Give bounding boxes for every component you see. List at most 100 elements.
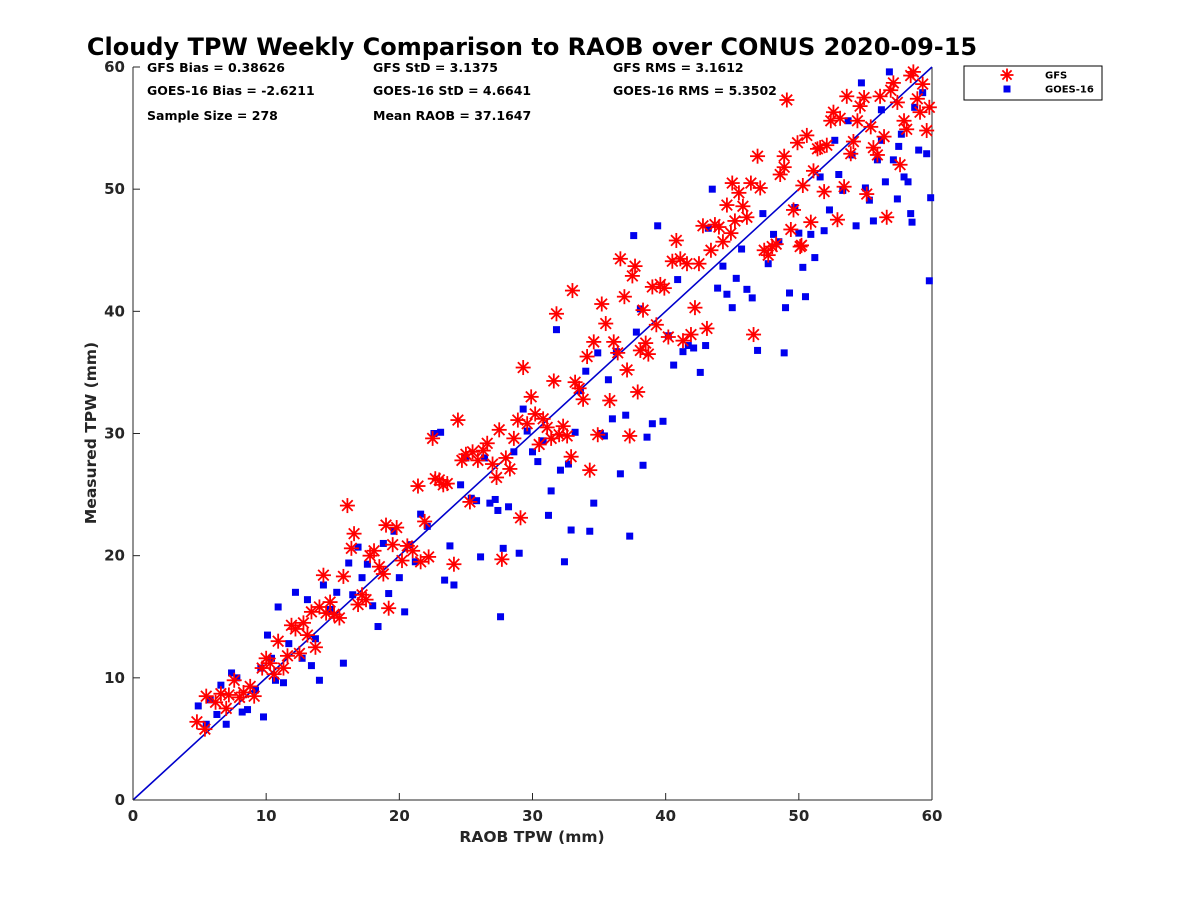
goes16-point xyxy=(801,293,809,301)
plot-area: 0 10 20 30 40 50 60 0 10 20 30 40 50 60 GFS Bias = 0.… xyxy=(104,58,942,825)
y-axis-label: Measured TPW (mm) xyxy=(82,342,100,524)
gfs-point xyxy=(695,218,711,234)
goes16-point xyxy=(877,106,885,114)
goes16-point xyxy=(194,702,202,710)
gfs-point xyxy=(307,639,323,655)
stat-annotation: GOES-16 RMS = 5.3502 xyxy=(613,83,777,98)
goes16-point xyxy=(228,669,236,677)
gfs-point xyxy=(656,280,672,296)
goes16-point xyxy=(417,510,425,518)
gfs-point xyxy=(564,283,580,299)
goes16-point xyxy=(497,613,505,621)
gfs-point xyxy=(687,300,703,316)
gfs-point xyxy=(389,520,405,536)
goes16-point xyxy=(839,186,847,194)
gfs-point xyxy=(197,721,213,737)
goes16-point xyxy=(363,560,371,568)
goes16-point xyxy=(831,136,839,144)
gfs-point xyxy=(287,621,303,637)
goes16-point xyxy=(748,294,756,302)
goes16-point xyxy=(820,227,828,235)
goes16-point xyxy=(515,549,523,557)
gfs-point xyxy=(531,436,547,452)
goes16-point xyxy=(298,654,306,662)
goes16-point xyxy=(252,686,260,694)
goes16-point xyxy=(590,499,598,507)
gfs-point xyxy=(849,113,865,129)
gfs-point xyxy=(772,167,788,183)
goes16-point xyxy=(764,260,772,268)
stat-annotation: Sample Size = 278 xyxy=(147,108,278,123)
goes16-point xyxy=(659,417,667,425)
gfs-point xyxy=(829,212,845,228)
gfs-point xyxy=(915,76,931,92)
gfs-point xyxy=(793,237,809,253)
gfs-point xyxy=(322,594,338,610)
stat-annotation: GFS Bias = 0.38626 xyxy=(147,60,285,75)
gfs-point xyxy=(339,498,355,514)
chart-title: Cloudy TPW Weekly Comparison to RAOB ove… xyxy=(87,33,977,61)
gfs-point xyxy=(315,567,331,583)
stats-annotations: GFS Bias = 0.38626 GFS StD = 3.1375 GFS RM… xyxy=(147,60,777,123)
gfs-point xyxy=(378,517,394,533)
goes16-point xyxy=(457,481,465,489)
goes16-point xyxy=(738,245,746,253)
gfs-point xyxy=(819,137,835,153)
gfs-point xyxy=(892,157,908,173)
goes16-point xyxy=(865,196,873,204)
goes16-point xyxy=(728,304,736,312)
gfs-point xyxy=(627,258,643,274)
gfs-point xyxy=(559,428,575,444)
gfs-point xyxy=(213,686,229,702)
gfs-point xyxy=(291,645,307,661)
gfs-point xyxy=(616,289,632,305)
gfs-point xyxy=(612,251,628,267)
gfs-point xyxy=(446,556,462,572)
x-tick-label: 60 xyxy=(922,807,943,825)
gfs-point xyxy=(668,232,684,248)
goes16-point xyxy=(564,460,572,468)
goes16-point xyxy=(238,708,246,716)
gfs-point xyxy=(358,592,374,608)
goes16-point xyxy=(486,499,494,507)
goes16-point xyxy=(857,79,865,87)
goes16-point xyxy=(339,659,347,667)
gfs-point xyxy=(786,202,802,218)
gfs-point xyxy=(502,461,518,477)
goes16-point xyxy=(626,532,634,540)
goes16-point xyxy=(636,305,644,313)
gfs-point xyxy=(413,554,429,570)
gfs-point xyxy=(919,123,935,139)
gfs-point xyxy=(506,430,522,446)
stat-annotation: GOES-16 StD = 4.6641 xyxy=(373,83,531,98)
goes16-point xyxy=(919,89,927,97)
goes16-point xyxy=(708,185,716,193)
goes16-point xyxy=(202,720,210,728)
goes16-point xyxy=(900,173,908,181)
goes16-point xyxy=(349,591,357,599)
goes16-point xyxy=(600,432,608,440)
gfs-point xyxy=(723,225,739,241)
gfs-point xyxy=(381,600,397,616)
gfs-point xyxy=(318,605,334,621)
goes16-point xyxy=(401,608,409,616)
y-tick-label: 30 xyxy=(104,425,125,443)
gfs-point xyxy=(799,127,815,143)
gfs-point xyxy=(491,422,507,438)
goes16-point xyxy=(406,541,414,549)
gfs-point xyxy=(845,134,861,150)
gfs-point xyxy=(660,329,676,345)
gfs-point xyxy=(899,121,915,137)
goes16-point xyxy=(811,254,819,262)
goes16-point xyxy=(704,224,712,232)
stat-annotation: GFS StD = 3.1375 xyxy=(373,60,498,75)
goes16-point xyxy=(358,574,366,582)
legend-marker-gfs xyxy=(1000,68,1014,82)
goes16-point xyxy=(904,178,912,186)
goes16-point xyxy=(844,117,852,125)
gfs-point xyxy=(905,64,921,80)
goes16-point xyxy=(923,150,931,158)
gfs-point xyxy=(635,302,651,318)
gfs-point xyxy=(226,672,242,688)
gfs-point xyxy=(735,198,751,214)
